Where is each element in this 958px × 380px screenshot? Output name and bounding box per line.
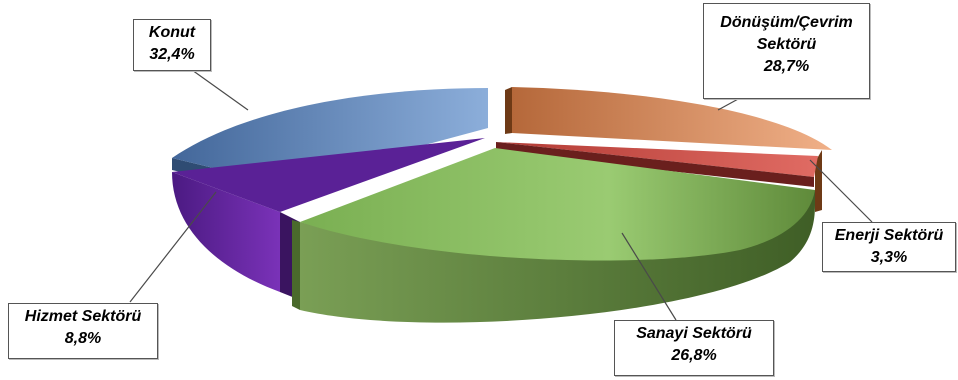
label-enerji-name: Enerji Sektörü [834,227,944,244]
label-donusum-name1: Dönüşüm/Çevrim [720,14,853,31]
leader-konut [191,69,249,111]
slice-donusum-top [512,87,832,150]
leader-lines [129,69,873,321]
callout-enerji: Enerji Sektörü 3,3% [822,222,956,272]
slice-donusum-side [815,150,822,212]
leader-enerji [809,159,873,223]
callout-konut: Konut 32,4% [133,19,211,71]
label-hizmet-name: Hizmet Sektörü [24,308,142,325]
label-donusum-value: 28,7% [763,58,810,75]
slice-enerji-side [496,142,814,187]
label-donusum-name2: Sektörü [756,36,817,53]
label-enerji-value: 3,3% [870,249,908,266]
slice-donusum-inner [505,87,512,134]
label-konut-value: 32,4% [149,46,195,63]
slice-donusum [505,87,832,212]
slice-hizmet-top [172,138,485,212]
label-sanayi-value: 26,8% [671,347,717,364]
label-hizmet-value: 8,8% [64,330,102,347]
slice-sanayi [292,148,815,323]
label-sanayi-name: Sanayi Sektörü [636,325,752,342]
slice-enerji [496,142,818,187]
leader-donusum [717,97,741,111]
callout-donusum: Dönüşüm/Çevrim Sektörü 28,7% [703,3,870,99]
slice-sanayi-inner [292,220,300,310]
leader-sanayi [621,232,677,321]
slice-enerji-top [496,142,818,177]
callout-hizmet: Hizmet Sektörü 8,8% [8,303,158,359]
slice-konut-top [172,88,488,184]
callout-sanayi: Sanayi Sektörü 26,8% [614,320,774,376]
slice-sanayi-top [300,148,815,261]
label-konut-name: Konut [148,24,196,41]
leader-hizmet [129,191,217,303]
